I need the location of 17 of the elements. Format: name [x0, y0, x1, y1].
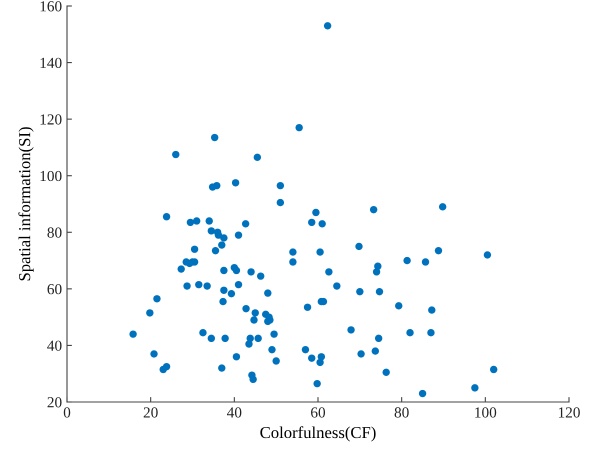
y-tick-label: 140 [40, 58, 62, 68]
y-tick-label: 100 [40, 170, 62, 182]
y-tick-label: 20 [48, 397, 62, 408]
x-tick-label: 40 [226, 407, 242, 418]
x-tick-label: 20 [144, 407, 158, 418]
y-tick-label: 120 [40, 114, 62, 125]
x-tick-label: 0 [64, 407, 70, 418]
x-tick-label: 60 [311, 407, 326, 418]
x-tick-label: 100 [475, 407, 496, 418]
x-axis-title: Colorfulness(CF) [260, 426, 376, 442]
y-tick-label: 60 [48, 284, 62, 294]
x-tick-label: 120 [558, 407, 580, 418]
y-axis-title: Spatial information(SI) [18, 127, 34, 280]
y-tick-label: 160 [40, 1, 62, 12]
y-tick-label: 40 [47, 340, 62, 351]
x-tick-label: 80 [394, 407, 409, 418]
y-tick-label: 80 [47, 227, 62, 238]
